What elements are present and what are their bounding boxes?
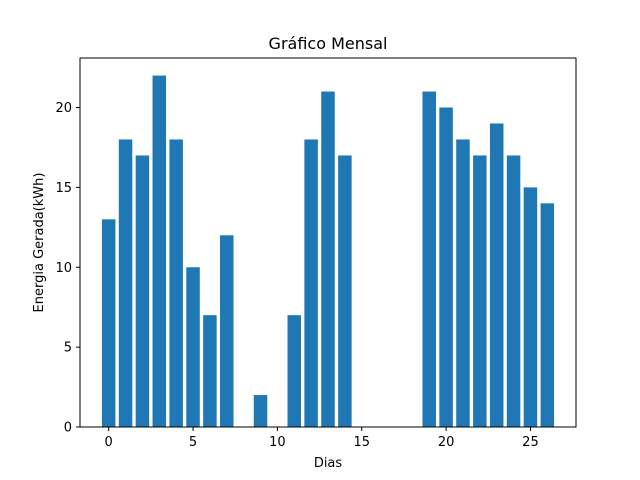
x-tick-label: 10 [269,435,286,450]
bar-day-2 [135,155,150,427]
chart-title: Gráfico Mensal [269,34,388,53]
y-tick-label: 10 [55,261,72,276]
bar-day-11 [287,315,302,427]
bar-day-12 [304,139,318,427]
x-tick-label: 5 [189,435,197,450]
bar-day-26 [540,203,555,427]
y-tick-label: 5 [64,341,72,356]
bar-day-14 [338,155,352,427]
bar-day-3 [152,75,167,428]
bar-day-5 [186,267,200,427]
y-axis-label: Energia Gerada(kWh) [32,173,47,313]
y-tick-label: 15 [55,181,72,196]
x-tick-label: 15 [353,435,370,450]
bar-day-1 [118,139,133,427]
bar-day-7 [220,235,234,427]
y-tick-label: 20 [55,101,72,116]
bar-day-20 [439,107,453,428]
bar-day-19 [422,91,436,427]
bar-day-0 [101,219,116,427]
plot-frame [79,57,577,428]
x-tick-label: 0 [105,435,113,450]
bar-day-21 [456,139,470,427]
bar-day-6 [203,315,217,427]
x-tick-label: 20 [438,435,455,450]
x-axis-label: Dias [314,456,343,471]
bar-day-24 [506,155,521,427]
bar-day-13 [321,91,335,427]
bar-day-9 [253,395,268,427]
bar-day-25 [523,187,538,427]
y-tick-label: 0 [64,421,72,436]
bars-group [101,75,555,428]
bar-day-23 [489,123,504,428]
x-tick-label: 25 [522,435,539,450]
bar-day-4 [169,139,183,427]
bar-day-22 [473,155,487,427]
axes-group: 0 5 10 15 20 25 0 5 10 15 20 [55,57,577,450]
